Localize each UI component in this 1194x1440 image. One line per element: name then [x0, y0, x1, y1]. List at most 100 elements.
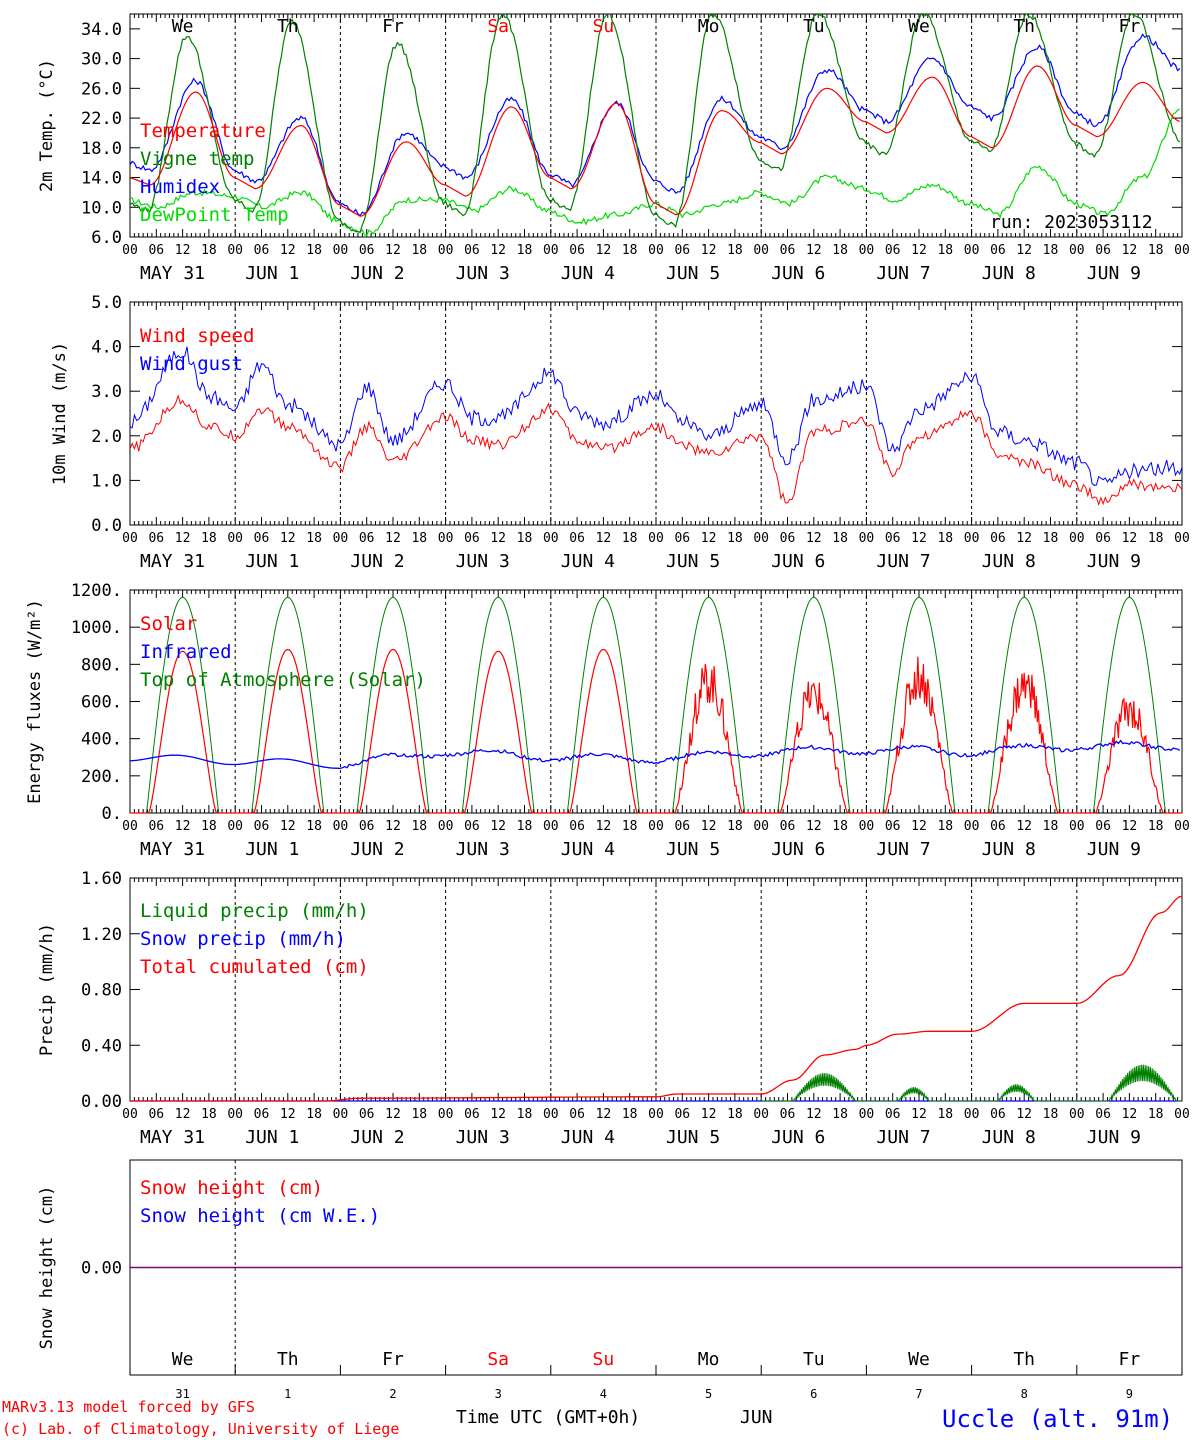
hour-tick-label: 06 — [359, 1107, 375, 1122]
hour-tick-label: 00 — [438, 243, 454, 258]
hour-tick-label: 12 — [490, 243, 506, 258]
date-label: JUN 3 — [456, 839, 510, 860]
series-wind-gust — [129, 346, 1183, 486]
hour-tick-label: 06 — [780, 819, 796, 834]
plot-frame-wind — [129, 301, 1183, 526]
y-axis-label: Precip (mm/h) — [37, 923, 57, 1056]
date-label: JUN 8 — [982, 839, 1036, 860]
hour-tick-label: 06 — [990, 1107, 1006, 1122]
hour-tick-label: 12 — [701, 819, 717, 834]
hour-tick-label: 12 — [490, 819, 506, 834]
y-tick-label: 1200. — [71, 581, 122, 601]
hour-tick-label: 00 — [753, 531, 769, 546]
hour-tick-label: 12 — [280, 531, 296, 546]
hour-tick-label: 12 — [806, 819, 822, 834]
hour-tick-label: 00 — [543, 243, 559, 258]
hour-tick-label: 00 — [648, 531, 664, 546]
hour-tick-label: 12 — [175, 243, 191, 258]
hour-tick-label: 18 — [622, 1107, 638, 1122]
hour-tick-label: 12 — [175, 819, 191, 834]
hour-tick-label: 06 — [254, 243, 270, 258]
hour-tick-label: 12 — [911, 531, 927, 546]
hour-tick-label: 06 — [1095, 819, 1111, 834]
legend-entry: Total cumulated (cm) — [140, 956, 369, 978]
weekday-label: Sa — [487, 1349, 509, 1370]
hour-tick-label: 06 — [464, 1107, 480, 1122]
hour-tick-label: 18 — [1043, 531, 1059, 546]
hour-tick-label: 18 — [517, 243, 533, 258]
hour-tick-label: 18 — [1148, 1107, 1164, 1122]
hour-tick-label: 06 — [885, 531, 901, 546]
y-tick-label: 4.0 — [91, 338, 122, 358]
hour-tick-label: 12 — [385, 819, 401, 834]
hour-tick-label: 00 — [333, 243, 349, 258]
date-label: MAY 31 — [140, 263, 205, 284]
legend-entry: Humidex — [140, 176, 220, 198]
hour-tick-label: 12 — [280, 819, 296, 834]
date-label: JUN 4 — [561, 551, 615, 572]
y-tick-label: 0.40 — [81, 1036, 122, 1056]
weekday-label: Th — [277, 1349, 299, 1370]
hour-tick-label: 00 — [333, 819, 349, 834]
axis-and-legend-text: 00 06 12 18 00 06 12 18 00 06 12 18 00 06 12 18 00 06 12 18… — [25, 16, 1190, 1401]
series-total-cumulated — [130, 895, 1183, 1102]
date-label: JUN 9 — [1087, 263, 1141, 284]
hour-tick-label: 12 — [175, 531, 191, 546]
hour-tick-label: 00 — [438, 1107, 454, 1122]
hour-tick-label: 00 — [122, 243, 138, 258]
y-tick-label: 1.60 — [81, 869, 122, 889]
y-axis-label: 10m Wind (m/s) — [50, 342, 70, 485]
y-tick-label: 400. — [81, 730, 122, 750]
hour-tick-label: 06 — [674, 243, 690, 258]
y-axis-label: Snow height (cm) — [37, 1186, 57, 1350]
hour-tick-label: 06 — [990, 243, 1006, 258]
hour-tick-label: 12 — [280, 243, 296, 258]
y-tick-label: 22.0 — [81, 109, 122, 129]
date-label: JUN 5 — [666, 1127, 720, 1148]
date-label: JUN 2 — [350, 551, 404, 572]
hour-tick-label: 06 — [569, 1107, 585, 1122]
hour-tick-label: 18 — [517, 531, 533, 546]
hour-tick-label: 12 — [1016, 1107, 1032, 1122]
weekday-label: We — [172, 1349, 194, 1370]
hour-tick-label: 18 — [937, 1107, 953, 1122]
run-label: run: 2023053112 — [990, 212, 1153, 233]
hour-tick-label: 18 — [727, 1107, 743, 1122]
hour-tick-label: 00 — [648, 243, 664, 258]
hour-tick-label: 00 — [122, 1107, 138, 1122]
weekday-label: Th — [1013, 1349, 1035, 1370]
legend-entry: Vigne temp — [140, 148, 254, 170]
hour-tick-label: 00 — [964, 243, 980, 258]
hour-tick-label: 06 — [464, 819, 480, 834]
hour-tick-label: 18 — [201, 819, 217, 834]
date-label: JUN 2 — [350, 263, 404, 284]
hour-tick-label: 18 — [411, 531, 427, 546]
legend-entry: Top of Atmosphere (Solar) — [140, 669, 426, 691]
y-tick-label: 26.0 — [81, 79, 122, 99]
hour-tick-label: 00 — [753, 1107, 769, 1122]
hour-tick-label: 00 — [543, 531, 559, 546]
hour-tick-label: 00 — [964, 1107, 980, 1122]
hour-tick-label: 12 — [701, 1107, 717, 1122]
hour-tick-label: 00 — [1174, 819, 1190, 834]
hour-tick-label: 00 — [648, 819, 664, 834]
weekday-label: Fr — [1119, 16, 1141, 37]
date-label: JUN 5 — [666, 839, 720, 860]
station-label: Uccle (alt. 91m) — [942, 1405, 1173, 1433]
date-label: JUN 9 — [1087, 839, 1141, 860]
weekday-label: We — [908, 16, 930, 37]
y-tick-label: 34.0 — [81, 20, 122, 40]
day-number-label: 6 — [810, 1387, 817, 1401]
hour-tick-label: 12 — [280, 1107, 296, 1122]
hour-tick-label: 18 — [1148, 531, 1164, 546]
series-humidex — [130, 33, 1181, 217]
hour-tick-label: 18 — [727, 819, 743, 834]
hour-tick-label: 06 — [1095, 1107, 1111, 1122]
hour-tick-label: 00 — [227, 531, 243, 546]
hour-tick-label: 00 — [438, 819, 454, 834]
hour-tick-label: 06 — [885, 819, 901, 834]
hour-tick-label: 18 — [517, 1107, 533, 1122]
hour-tick-label: 06 — [990, 819, 1006, 834]
date-label: JUN 3 — [456, 551, 510, 572]
